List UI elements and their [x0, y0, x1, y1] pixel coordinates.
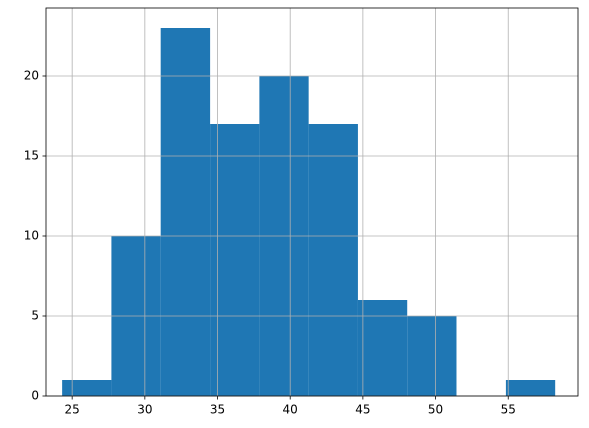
x-tick-label: 35: [210, 403, 225, 417]
bar: [308, 124, 358, 396]
y-tick-label: 20: [24, 69, 39, 83]
plot-frame: [45, 7, 579, 397]
bar: [62, 380, 112, 396]
x-tick-label: 40: [283, 403, 298, 417]
x-tick-label: 25: [65, 403, 80, 417]
y-tick-label: 0: [31, 389, 39, 403]
x-tick-label: 55: [501, 403, 516, 417]
bar: [505, 380, 556, 396]
bar: [160, 28, 211, 396]
bar: [357, 300, 408, 396]
y-tick-label: 10: [24, 229, 39, 243]
x-tick-label: 45: [355, 403, 370, 417]
x-tick-label: 50: [428, 403, 443, 417]
bar: [210, 124, 260, 396]
bar: [407, 316, 457, 396]
y-tick-label: 15: [24, 149, 39, 163]
x-tick-label: 30: [137, 403, 152, 417]
y-tick-label: 5: [31, 309, 39, 323]
